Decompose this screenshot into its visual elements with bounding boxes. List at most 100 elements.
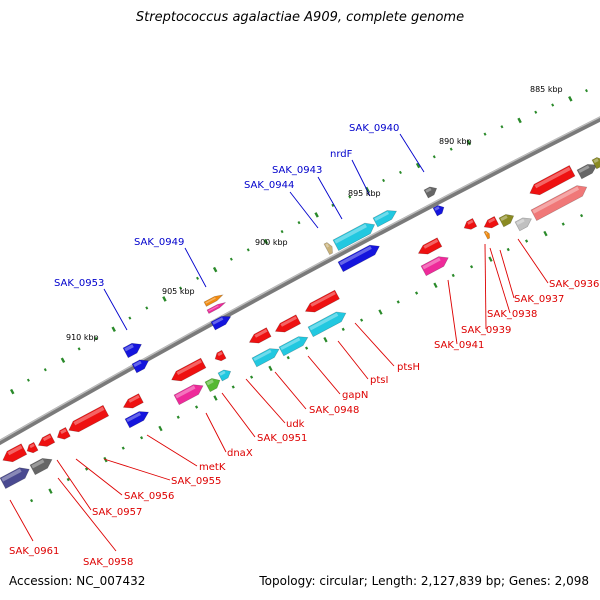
gene-sak0940-shine bbox=[434, 206, 440, 211]
gene-label-udk[interactable]: udk bbox=[286, 419, 305, 430]
gene-label-sak0958[interactable]: SAK_0958 bbox=[83, 557, 133, 568]
gene-gapn-b-body bbox=[278, 336, 309, 357]
gene-label-sak0938[interactable]: SAK_0938 bbox=[487, 309, 537, 320]
ruler-tick-inner bbox=[323, 337, 328, 343]
gene-label-ptsh[interactable]: ptsH bbox=[397, 362, 420, 373]
gene-dnax-c-shine bbox=[206, 379, 214, 386]
map-title: Streptococcus agalactiae A909, complete … bbox=[135, 10, 465, 25]
gene-label-sak0941[interactable]: SAK_0941 bbox=[434, 340, 484, 351]
leader-line-reverse bbox=[337, 340, 369, 380]
gene-label-sak0939[interactable]: SAK_0939 bbox=[461, 325, 511, 336]
gene-ptsh bbox=[304, 289, 340, 313]
gene-label-sak0944[interactable]: SAK_0944 bbox=[244, 180, 294, 191]
label-leader-lines bbox=[9, 133, 549, 552]
gene-ptsh-shine bbox=[310, 291, 336, 307]
gene-sak0961-body bbox=[2, 443, 28, 463]
gene-label-sak0948[interactable]: SAK_0948 bbox=[309, 405, 359, 416]
gene-sak0944b-shine bbox=[325, 243, 330, 248]
gene-label-gapn[interactable]: gapN bbox=[342, 390, 368, 401]
gene-sak0941b-shine bbox=[422, 257, 441, 270]
ruler-tick-inner bbox=[286, 356, 290, 360]
gene-sak0958-shine bbox=[29, 443, 35, 449]
gene-sak0938-body bbox=[498, 214, 515, 228]
ruler-tick bbox=[500, 125, 504, 129]
gene-label-sak0937[interactable]: SAK_0937 bbox=[514, 294, 564, 305]
gene-sak0957 bbox=[56, 426, 71, 440]
gene-sak0958b bbox=[29, 458, 53, 476]
ruler-tick bbox=[94, 336, 98, 341]
leader-line-forward bbox=[289, 191, 319, 229]
gene-sak0939 bbox=[463, 217, 478, 230]
ruler-tick bbox=[77, 347, 81, 351]
gene-sak0941-shine bbox=[423, 239, 439, 249]
gene-udk-shine bbox=[217, 351, 223, 357]
gene-sak0936d-body bbox=[591, 157, 600, 170]
ruler-tick-inner bbox=[139, 436, 144, 440]
gene-sak0949-a-shine bbox=[205, 297, 216, 304]
gene-dnax-body bbox=[171, 357, 207, 382]
gene-sak0940-top-body bbox=[423, 186, 438, 199]
leader-line-forward bbox=[184, 247, 207, 288]
ruler-tick bbox=[432, 155, 436, 159]
ruler-tick-inner bbox=[543, 230, 548, 237]
ruler-tick-inner bbox=[488, 256, 493, 262]
gene-dnax-c bbox=[204, 378, 221, 393]
scale-label-900: 900 kbp bbox=[255, 238, 288, 247]
gene-label-ptsi[interactable]: ptsI bbox=[370, 375, 388, 386]
gene-track bbox=[0, 157, 600, 490]
gene-sak0949-b-body bbox=[206, 302, 226, 314]
gene-label-sak0957[interactable]: SAK_0957 bbox=[92, 507, 142, 518]
ruler-tick bbox=[415, 162, 421, 169]
ruler-tick bbox=[10, 388, 15, 395]
ruler-tick-inner bbox=[195, 405, 199, 409]
leader-line-reverse bbox=[447, 279, 458, 345]
gene-label-sak0949[interactable]: SAK_0949 bbox=[134, 237, 184, 248]
gene-label-dnax[interactable]: dnaX bbox=[227, 448, 253, 459]
ruler-tick bbox=[534, 110, 538, 114]
gene-sak0958-body bbox=[26, 441, 39, 454]
gene-label-sak0936[interactable]: SAK_0936 bbox=[549, 279, 599, 290]
gene-sak0957b bbox=[37, 433, 56, 447]
ruler-tick bbox=[26, 378, 30, 382]
leader-line-forward bbox=[351, 159, 371, 197]
gene-label-sak0953[interactable]: SAK_0953 bbox=[54, 278, 104, 289]
gene-dnax-shine bbox=[176, 359, 202, 376]
leader-line-reverse bbox=[75, 458, 123, 496]
gene-sak0953-shine bbox=[124, 344, 134, 352]
gene-sak0956-body bbox=[68, 404, 110, 433]
gene-nrdf bbox=[372, 210, 398, 228]
gene-label-metk[interactable]: metK bbox=[199, 462, 226, 473]
gene-label-nrdf[interactable]: nrdF bbox=[330, 149, 353, 160]
gene-nrdf-shine bbox=[374, 211, 390, 222]
ruler-tick bbox=[128, 316, 132, 320]
gene-sak0948b bbox=[251, 348, 280, 368]
gene-label-sak0956[interactable]: SAK_0956 bbox=[124, 491, 174, 502]
ruler-tick-inner bbox=[469, 265, 474, 269]
ruler-tick bbox=[331, 203, 335, 207]
gene-sak0961b-shine bbox=[1, 468, 22, 482]
ruler-tick bbox=[145, 306, 149, 310]
leader-line-reverse bbox=[57, 477, 117, 552]
scale-label-905: 905 kbp bbox=[162, 287, 195, 296]
gene-sak0949-b-shine bbox=[208, 305, 219, 312]
gene-label-sak0940[interactable]: SAK_0940 bbox=[349, 123, 399, 134]
gene-label-sak0943[interactable]: SAK_0943 bbox=[272, 165, 322, 176]
ruler-tick-inner bbox=[561, 222, 565, 226]
leader-line-reverse bbox=[56, 459, 92, 511]
gene-sak0937-body bbox=[514, 217, 532, 232]
gene-sak0936b-body bbox=[530, 185, 588, 222]
gene-label-sak0955[interactable]: SAK_0955 bbox=[171, 476, 221, 487]
gene-ptsi-body bbox=[307, 311, 347, 338]
leader-line-reverse bbox=[274, 371, 307, 410]
gene-sak0936b-shine bbox=[532, 186, 580, 214]
gene-sak0936d bbox=[591, 157, 600, 170]
ruler-tick bbox=[297, 221, 301, 225]
leader-line-reverse bbox=[9, 499, 34, 542]
gene-sak0951 bbox=[217, 369, 232, 382]
gene-label-sak0961[interactable]: SAK_0961 bbox=[9, 546, 59, 557]
gene-label-sak0951[interactable]: SAK_0951 bbox=[257, 433, 307, 444]
ruler-tick bbox=[348, 195, 352, 199]
gene-sak0939-shine bbox=[467, 219, 474, 225]
gene-sak0961-shine bbox=[7, 445, 23, 456]
